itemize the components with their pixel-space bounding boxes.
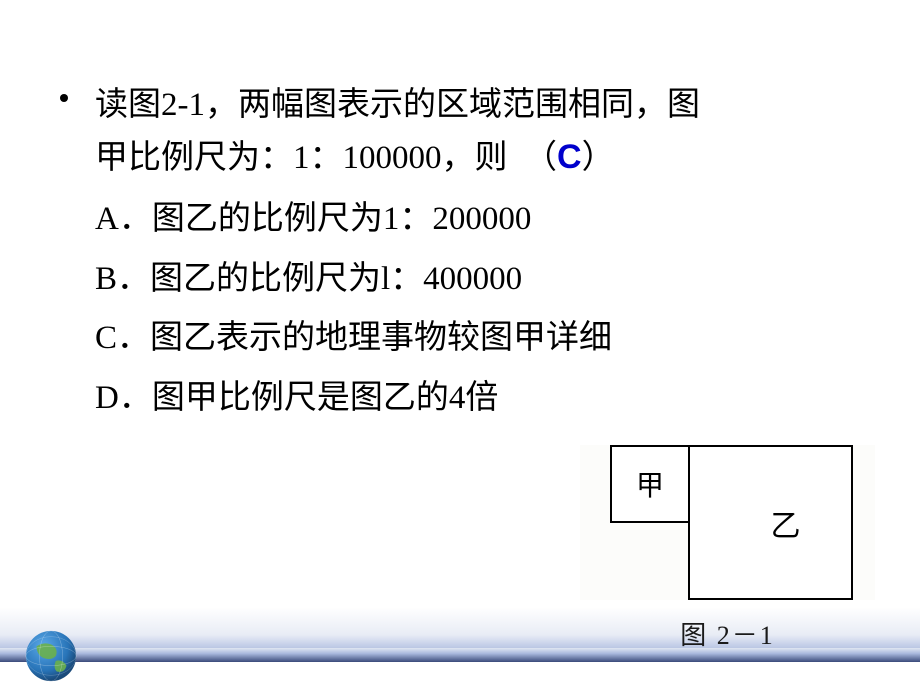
bottom-margin (0, 662, 920, 690)
decorative-band (0, 648, 920, 662)
option-b: B．图乙的比例尺为l：400000 (95, 252, 860, 306)
box-jia: 甲 (610, 445, 690, 523)
option-c: C．图乙表示的地理事物较图甲详细 (95, 311, 860, 365)
option-a: A．图乙的比例尺为1：200000 (95, 192, 860, 246)
slide-content: 读图2-1，两幅图表示的区域范围相同，图 甲比例尺为：1：100000，则 （C… (0, 0, 920, 425)
question-line1: 读图2-1，两幅图表示的区域范围相同，图 (95, 87, 700, 123)
answer-letter: C (557, 138, 582, 176)
question-line2-before: 甲比例尺为：1：100000，则 （ (95, 140, 557, 176)
bullet-icon (60, 94, 68, 102)
globe-icon (22, 627, 80, 685)
question-stem: 读图2-1，两幅图表示的区域范围相同，图 甲比例尺为：1：100000，则 （C… (95, 80, 860, 184)
figure-caption: 图 2－1 (580, 615, 875, 652)
options-list: A．图乙的比例尺为1：200000 B．图乙的比例尺为l：400000 C．图乙… (95, 192, 860, 425)
option-d: D．图甲比例尺是图乙的4倍 (95, 371, 860, 425)
figure-2-1: 甲 乙 图 2－1 (580, 445, 875, 645)
figure-boxes: 甲 乙 (580, 445, 875, 600)
box-yi: 乙 (688, 445, 853, 600)
question-line2-after: ） (582, 140, 615, 176)
